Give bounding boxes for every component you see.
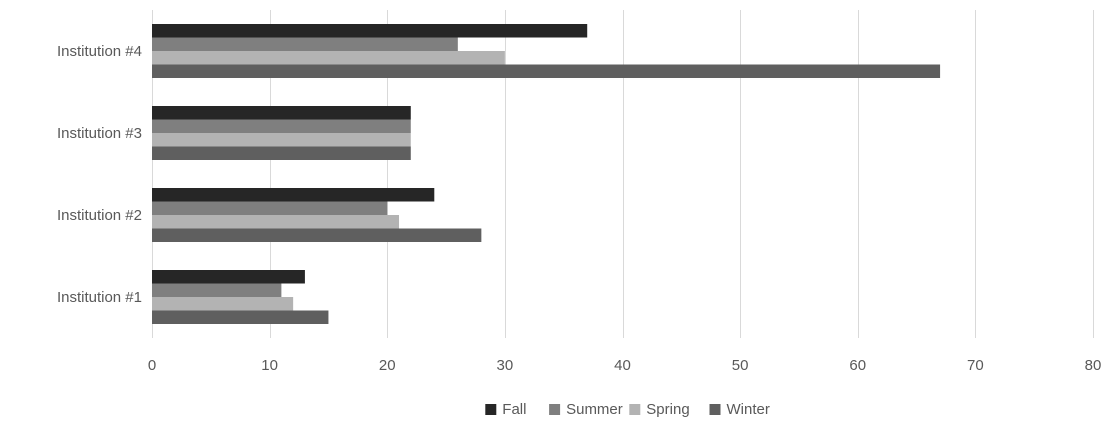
bar-spring-2: [152, 133, 411, 147]
x-tick-label: 60: [849, 357, 866, 374]
category-label: Institution #2: [57, 207, 142, 224]
bar-summer-3: [152, 201, 388, 215]
x-tick-label: 50: [732, 357, 749, 374]
x-tick-label: 70: [967, 357, 984, 374]
category-label: Institution #3: [57, 125, 142, 142]
legend: Fall Summer Spring Winter: [485, 401, 770, 418]
legend-swatch-spring: [629, 404, 641, 415]
x-tick-labels: 0 10 20 30 40 50 60 70 80: [148, 357, 1102, 374]
bar-fall-2: [152, 106, 411, 120]
bar-winter-3: [152, 228, 482, 242]
category-label: Institution #4: [57, 43, 142, 60]
bar-spring-1: [152, 51, 505, 65]
x-tick-label: 0: [148, 357, 156, 374]
x-tick-label: 80: [1085, 357, 1102, 374]
bar-fall-1: [152, 24, 588, 38]
bar-summer-4: [152, 283, 282, 297]
x-tick-label: 30: [497, 357, 514, 374]
x-tick-label: 20: [379, 357, 396, 374]
bar-fall-3: [152, 188, 435, 202]
bar-winter-4: [152, 310, 329, 324]
legend-swatch-fall: [485, 404, 497, 415]
bar-spring-3: [152, 215, 400, 229]
legend-label-winter: Winter: [727, 401, 770, 418]
bar-winter-1: [152, 64, 941, 78]
legend-label-spring: Spring: [646, 401, 689, 418]
bar-fall-4: [152, 270, 305, 284]
x-tick-label: 40: [614, 357, 631, 374]
legend-swatch-summer: [549, 404, 561, 415]
x-tick-label: 10: [261, 357, 278, 374]
category-label: Institution #1: [57, 289, 142, 306]
bar-summer-1: [152, 37, 458, 51]
legend-label-fall: Fall: [502, 401, 526, 418]
bar-winter-2: [152, 146, 411, 160]
bar-spring-4: [152, 297, 294, 311]
bars: [152, 24, 941, 324]
legend-label-summer: Summer: [566, 401, 623, 418]
legend-swatch-winter: [709, 404, 721, 415]
category-labels: Institution #4 Institution #3 Institution …: [57, 43, 142, 306]
bar-summer-2: [152, 119, 411, 133]
